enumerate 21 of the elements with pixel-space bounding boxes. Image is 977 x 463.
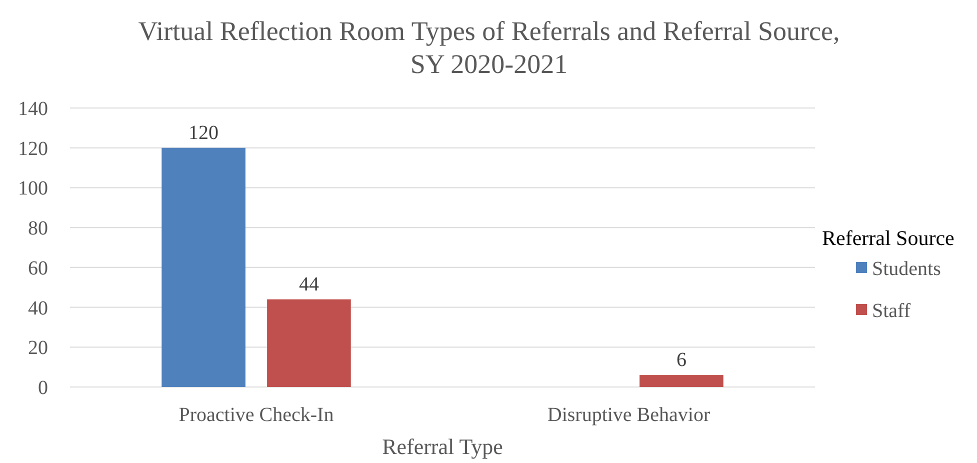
y-tick-label: 20: [28, 337, 48, 360]
bar: [640, 375, 724, 387]
y-tick-label: 60: [28, 257, 48, 280]
bar: [267, 299, 351, 387]
data-label: 120: [188, 122, 219, 144]
bar: [162, 148, 246, 387]
y-tick-label: 80: [28, 218, 48, 240]
y-tick-label: 40: [28, 297, 48, 320]
y-tick-label: 0: [38, 377, 48, 399]
legend-label: Students: [872, 258, 942, 280]
legend-label: Staff: [872, 300, 911, 322]
data-label: 6: [676, 349, 686, 372]
data-label: 44: [298, 273, 319, 296]
x-tick-label: Disruptive Behavior: [547, 404, 710, 426]
y-tick-label: 120: [18, 138, 48, 160]
x-axis-title: Referral Type: [382, 434, 503, 459]
x-tick-label: Proactive Check-In: [178, 404, 334, 426]
legend-title: Referral Source: [822, 226, 954, 250]
y-tick-label: 140: [18, 98, 48, 120]
y-tick-label: 100: [18, 178, 48, 200]
chart-title: Virtual Reflection Room Types of Referrals and Referral Source, SY 2020-2021: [138, 16, 840, 79]
